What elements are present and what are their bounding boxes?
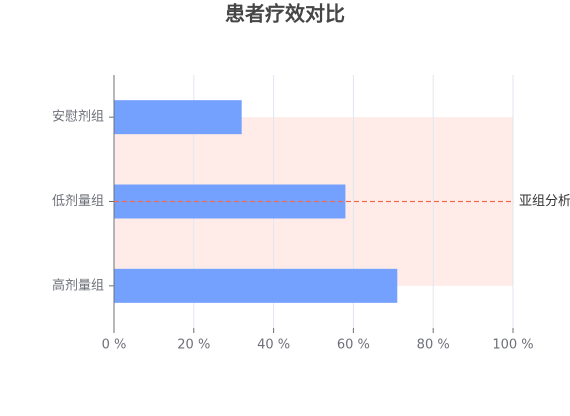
x-tick-label: 40 % (257, 338, 290, 353)
chart-title: 患者疗效对比 (225, 2, 345, 26)
x-tick-label: 20 % (177, 338, 210, 353)
bar (114, 100, 242, 135)
x-tick-label: 80 % (417, 338, 450, 353)
x-tick-label: 0 % (102, 338, 127, 353)
mark-line-label: 亚组分析 (519, 194, 570, 209)
x-tick-label: 100 % (492, 338, 533, 353)
y-tick-label: 安慰剂组 (52, 110, 104, 125)
bar (114, 268, 398, 303)
x-tick-label: 60 % (337, 338, 370, 353)
y-tick-label: 高剂量组 (52, 277, 104, 293)
y-tick-label: 低剂量组 (52, 194, 104, 209)
